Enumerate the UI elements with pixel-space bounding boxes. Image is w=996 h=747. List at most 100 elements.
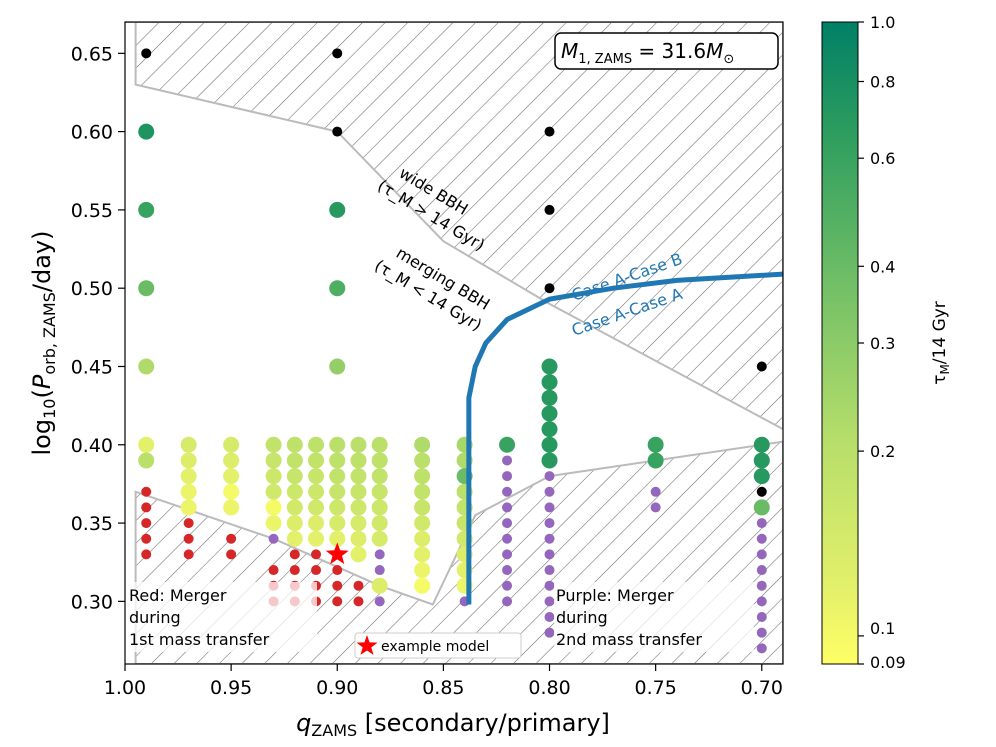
tau-point [329, 452, 346, 469]
y-tick-label: 0.60 [71, 122, 113, 144]
tau-point [286, 468, 303, 485]
tau-point [308, 452, 325, 469]
tau-point [138, 436, 155, 453]
red-annotation: Red: Merger during 1st mass transfer [127, 582, 317, 652]
x-tick-label: 0.75 [634, 677, 676, 699]
tau-point [414, 436, 431, 453]
purple-point [756, 518, 767, 529]
red-point [311, 565, 322, 576]
red-point [183, 533, 194, 544]
y-axis-ticks: 0.30 0.35 0.40 0.45 0.50 0.55 0.60 0.65 [71, 43, 125, 613]
purple-point [544, 471, 555, 482]
plot-area [125, 22, 783, 664]
tau-point [308, 530, 325, 547]
tau-point [350, 436, 367, 453]
tau-point [329, 499, 346, 516]
tau-point [308, 436, 325, 453]
red-point [141, 518, 152, 529]
tau-point [308, 468, 325, 485]
tau-point [265, 436, 282, 453]
tau-point [371, 436, 388, 453]
example-model-star [325, 542, 349, 565]
purple-point [544, 565, 555, 576]
tau-point [329, 358, 346, 375]
tau-point [138, 358, 155, 375]
colorbar-label: τM/14 Gyr [930, 301, 952, 385]
purple-point [502, 533, 513, 544]
tau-point [180, 468, 197, 485]
plot-frame [124, 21, 784, 665]
purple-point [756, 549, 767, 560]
colorbar-tick-label: 0.2 [870, 442, 895, 461]
purple-point [756, 627, 767, 638]
y-tick-label: 0.40 [71, 435, 113, 457]
tau-point [180, 483, 197, 500]
legend-star-icon [356, 635, 378, 655]
purple-point [544, 486, 555, 497]
purple-point [544, 502, 555, 513]
tau-point [371, 530, 388, 547]
y-tick-label: 0.30 [71, 591, 113, 613]
tau-point [414, 515, 431, 532]
tau-point [414, 546, 431, 563]
tau-point [308, 515, 325, 532]
red-point [141, 549, 152, 560]
purple-point [544, 580, 555, 591]
y-tick-label: 0.65 [71, 43, 113, 65]
tau-point [265, 515, 282, 532]
tau-point [414, 562, 431, 579]
points-layer [138, 48, 770, 654]
tau-point [414, 483, 431, 500]
tau-point [138, 123, 155, 140]
tau-point [371, 515, 388, 532]
colorbar-ticks: 0.09 0.1 0.2 0.3 0.4 0.6 0.8 1.0 [858, 13, 906, 672]
tau-point [329, 515, 346, 532]
purple-point [756, 580, 767, 591]
red-point [353, 580, 364, 591]
purple-point [502, 580, 513, 591]
purple-point [502, 596, 513, 607]
purple-point [756, 533, 767, 544]
tau-point [286, 436, 303, 453]
colorbar-tick-label: 1.0 [870, 13, 895, 32]
purple-point [756, 565, 767, 576]
tau-point [265, 468, 282, 485]
tau-point [371, 452, 388, 469]
black-point [544, 283, 555, 294]
x-tick-label: 0.85 [422, 677, 464, 699]
black-point [332, 126, 343, 137]
black-point [141, 48, 152, 59]
purple-point [502, 565, 513, 576]
tau-point [541, 358, 558, 375]
purple-point [650, 502, 661, 513]
purple-point [502, 549, 513, 560]
purple-point [544, 518, 555, 529]
tau-point [329, 201, 346, 218]
purple-point [502, 471, 513, 482]
legend: example model [354, 632, 522, 659]
purple-text-line1: Purple: Merger [556, 586, 674, 605]
tau-point [223, 436, 240, 453]
tau-point [753, 436, 770, 453]
red-point [141, 502, 152, 513]
tau-point [647, 452, 664, 469]
legend-label: example model [381, 639, 489, 655]
red-point [353, 596, 364, 607]
tau-point [414, 499, 431, 516]
tau-point [350, 530, 367, 547]
black-point [544, 204, 555, 215]
purple-point [502, 502, 513, 513]
tau-point [180, 499, 197, 516]
tau-point [371, 499, 388, 516]
purple-point [374, 549, 385, 560]
tau-point [350, 499, 367, 516]
colorbar [821, 21, 859, 665]
tau-point [414, 577, 431, 594]
tau-point [180, 452, 197, 469]
colorbar-tick-label: 0.8 [870, 72, 895, 91]
red-text-line2: during [129, 608, 181, 627]
tau-point [286, 499, 303, 516]
red-point [311, 549, 322, 560]
tau-point [371, 468, 388, 485]
